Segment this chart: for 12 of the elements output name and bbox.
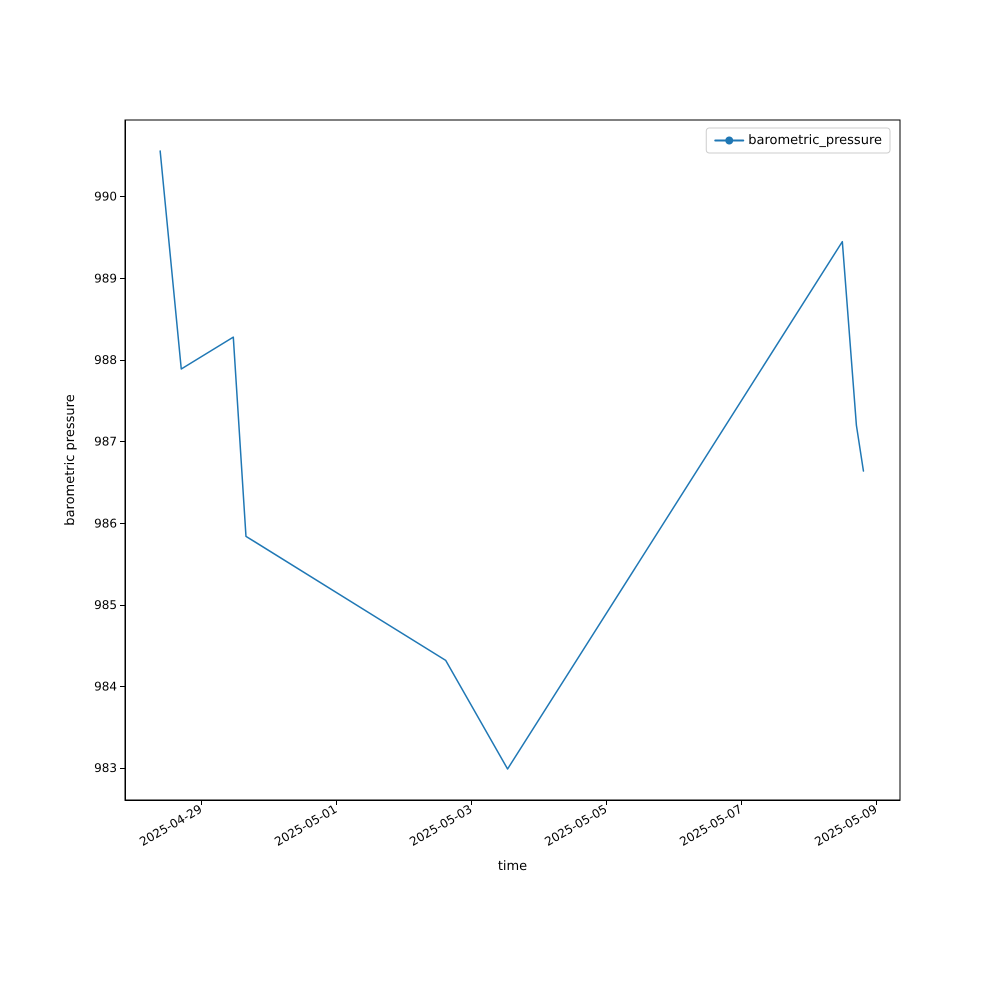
- y-tick-label: 983: [94, 761, 117, 776]
- y-tick-label: 990: [94, 190, 117, 204]
- y-tick-label: 987: [94, 434, 117, 449]
- x-axis-title: time: [498, 859, 528, 874]
- line-series: [159, 150, 864, 770]
- y-tick-label: 989: [94, 271, 117, 286]
- legend-label: barometric_pressure: [748, 133, 882, 148]
- y-tick-label: 985: [94, 598, 117, 612]
- y-tick-label: 986: [94, 516, 117, 530]
- y-tick-label: 984: [94, 680, 117, 694]
- y-tick-label: 988: [94, 353, 117, 367]
- y-axis-title: barometric pressure: [63, 394, 78, 526]
